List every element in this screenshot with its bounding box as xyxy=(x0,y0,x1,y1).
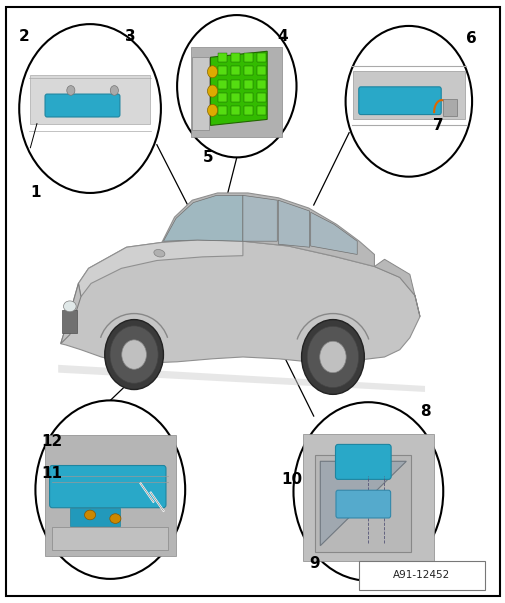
Circle shape xyxy=(19,24,161,193)
Bar xyxy=(217,93,226,102)
Text: 12: 12 xyxy=(41,434,63,449)
Circle shape xyxy=(122,340,146,369)
Circle shape xyxy=(105,320,163,390)
Bar xyxy=(243,66,252,75)
Bar xyxy=(230,80,239,89)
Bar xyxy=(442,99,457,116)
Bar xyxy=(217,66,226,75)
Circle shape xyxy=(307,326,358,388)
Circle shape xyxy=(319,341,345,373)
Ellipse shape xyxy=(154,250,165,257)
Polygon shape xyxy=(278,200,309,247)
Text: 1: 1 xyxy=(30,186,41,200)
Bar xyxy=(230,66,239,75)
Text: 11: 11 xyxy=(41,466,63,481)
Bar xyxy=(230,106,239,115)
Text: 4: 4 xyxy=(277,29,287,43)
Text: 9: 9 xyxy=(309,557,320,571)
Bar xyxy=(44,435,176,556)
Circle shape xyxy=(35,400,185,579)
Bar xyxy=(243,106,252,115)
Polygon shape xyxy=(61,240,419,363)
Bar xyxy=(217,53,226,62)
FancyBboxPatch shape xyxy=(335,444,390,479)
FancyBboxPatch shape xyxy=(45,94,120,117)
Polygon shape xyxy=(58,365,424,392)
Bar xyxy=(70,508,120,526)
Ellipse shape xyxy=(110,514,121,523)
Polygon shape xyxy=(162,193,374,267)
Circle shape xyxy=(177,15,296,157)
Bar xyxy=(243,80,252,89)
Circle shape xyxy=(207,66,217,78)
Text: 3: 3 xyxy=(125,29,136,43)
Bar xyxy=(217,106,226,115)
Text: 5: 5 xyxy=(202,151,213,165)
Bar xyxy=(352,71,464,119)
Ellipse shape xyxy=(64,301,76,312)
Circle shape xyxy=(301,320,364,394)
Bar xyxy=(217,80,226,89)
Polygon shape xyxy=(163,195,242,241)
Polygon shape xyxy=(310,212,357,254)
Bar xyxy=(257,53,266,62)
Circle shape xyxy=(67,86,75,95)
Bar xyxy=(62,310,77,333)
Bar xyxy=(257,80,266,89)
Text: 2: 2 xyxy=(19,29,30,43)
Ellipse shape xyxy=(84,510,95,520)
Polygon shape xyxy=(374,259,419,317)
Bar xyxy=(192,57,209,130)
Bar xyxy=(302,434,433,561)
Circle shape xyxy=(293,402,442,581)
Circle shape xyxy=(110,86,118,95)
Bar xyxy=(191,47,282,137)
FancyBboxPatch shape xyxy=(358,87,440,115)
Polygon shape xyxy=(78,240,242,297)
Bar xyxy=(359,561,484,590)
Bar xyxy=(30,75,149,124)
Circle shape xyxy=(110,326,158,384)
Polygon shape xyxy=(242,195,277,241)
Bar xyxy=(52,527,168,550)
Circle shape xyxy=(207,85,217,97)
Polygon shape xyxy=(320,461,406,546)
Text: A91-12452: A91-12452 xyxy=(392,570,450,580)
Polygon shape xyxy=(61,283,81,344)
Bar xyxy=(243,53,252,62)
Bar xyxy=(243,93,252,102)
Text: 8: 8 xyxy=(419,404,430,418)
Text: 10: 10 xyxy=(280,472,301,487)
Circle shape xyxy=(207,104,217,116)
FancyBboxPatch shape xyxy=(335,490,390,518)
Bar xyxy=(257,93,266,102)
Polygon shape xyxy=(210,51,267,125)
Bar xyxy=(230,53,239,62)
Text: 7: 7 xyxy=(432,118,442,133)
Text: 6: 6 xyxy=(465,31,475,46)
FancyBboxPatch shape xyxy=(49,466,166,508)
Bar xyxy=(257,66,266,75)
Bar xyxy=(257,106,266,115)
Circle shape xyxy=(345,26,471,177)
Polygon shape xyxy=(315,455,411,552)
Bar xyxy=(230,93,239,102)
